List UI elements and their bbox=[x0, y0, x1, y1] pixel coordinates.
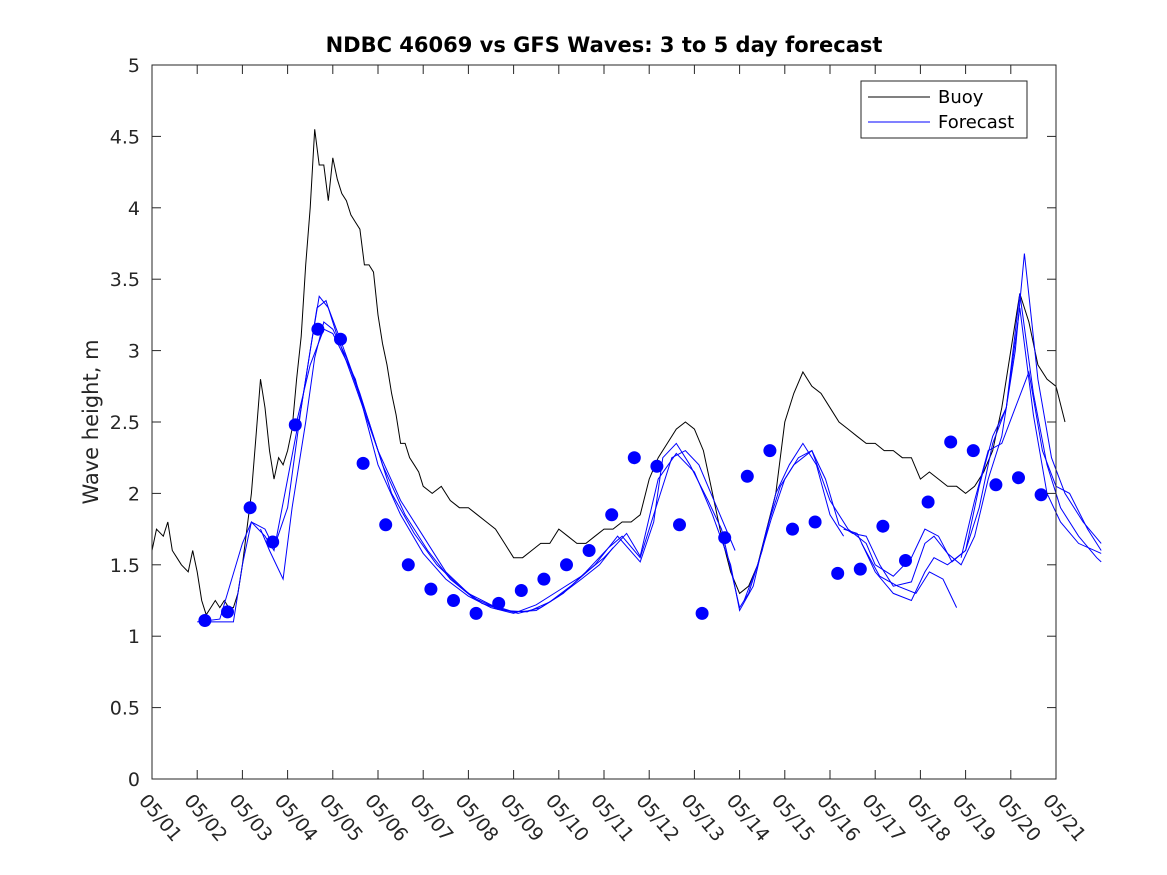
forecast-marker bbox=[695, 606, 709, 620]
forecast-run-line bbox=[861, 543, 958, 608]
forecast-run-line bbox=[843, 307, 1102, 602]
y-tick-label: 1 bbox=[128, 626, 140, 648]
forecast-marker bbox=[582, 544, 596, 557]
y-tick-label: 2 bbox=[128, 483, 140, 505]
forecast-marker bbox=[424, 582, 438, 596]
forecast-marker bbox=[401, 558, 415, 572]
forecast-marker bbox=[1034, 488, 1048, 502]
chart-title: NDBC 46069 vs GFS Waves: 3 to 5 day fore… bbox=[326, 33, 883, 57]
forecast-marker bbox=[989, 478, 1003, 492]
forecast-marker bbox=[266, 535, 280, 549]
forecast-run-line bbox=[743, 253, 1102, 601]
legend-buoy-label: Buoy bbox=[938, 87, 984, 108]
y-tick-label: 3.5 bbox=[110, 269, 140, 291]
forecast-marker bbox=[514, 584, 528, 597]
forecast-marker bbox=[921, 495, 935, 509]
forecast-marker bbox=[853, 562, 867, 576]
forecast-marker bbox=[221, 605, 234, 619]
forecast-marker bbox=[198, 614, 212, 627]
forecast-marker bbox=[944, 435, 958, 449]
forecast-marker bbox=[650, 459, 664, 473]
y-tick-label: 4.5 bbox=[110, 126, 140, 148]
forecast-marker bbox=[537, 572, 551, 586]
forecast-marker bbox=[627, 451, 641, 465]
forecast-marker bbox=[311, 322, 325, 336]
forecast-marker bbox=[786, 522, 799, 536]
y-axis-label: Wave height, m bbox=[79, 339, 103, 504]
forecast-marker bbox=[288, 418, 302, 432]
data-layer bbox=[151, 129, 1102, 627]
forecast-marker bbox=[334, 332, 347, 346]
y-tick-label: 2.5 bbox=[110, 412, 140, 434]
legend-box bbox=[860, 80, 1028, 139]
forecast-marker bbox=[673, 518, 686, 532]
forecast-run-line bbox=[960, 370, 1102, 558]
forecast-marker bbox=[356, 456, 370, 470]
forecast-marker bbox=[966, 444, 980, 458]
forecast-marker bbox=[763, 444, 777, 458]
legend-forecast-label: Forecast bbox=[938, 112, 1014, 133]
legend: Buoy Forecast bbox=[860, 80, 1028, 139]
buoy-series-line bbox=[151, 129, 1066, 616]
forecast-run-line bbox=[296, 293, 1102, 614]
forecast-marker bbox=[560, 558, 573, 572]
forecast-marker bbox=[469, 606, 483, 620]
forecast-run-line bbox=[197, 299, 614, 623]
plot-area bbox=[152, 65, 1056, 779]
forecast-marker bbox=[1012, 471, 1025, 485]
forecast-marker bbox=[379, 518, 393, 532]
y-tick-label: 3 bbox=[128, 341, 140, 363]
forecast-marker bbox=[243, 501, 257, 515]
forecast-marker bbox=[899, 554, 912, 567]
forecast-marker bbox=[718, 531, 732, 545]
y-tick-label: 4 bbox=[128, 198, 140, 220]
forecast-marker bbox=[740, 469, 754, 483]
y-tick-label: 5 bbox=[128, 55, 140, 77]
y-tick-label: 0.5 bbox=[110, 698, 140, 720]
forecast-marker bbox=[876, 519, 890, 533]
y-tick-label: 0 bbox=[128, 769, 140, 791]
forecast-marker bbox=[808, 515, 822, 529]
forecast-marker bbox=[831, 566, 845, 580]
forecast-marker bbox=[447, 594, 460, 607]
forecast-marker bbox=[605, 508, 619, 522]
y-tick-label: 1.5 bbox=[110, 555, 140, 577]
forecast-marker bbox=[492, 596, 506, 610]
